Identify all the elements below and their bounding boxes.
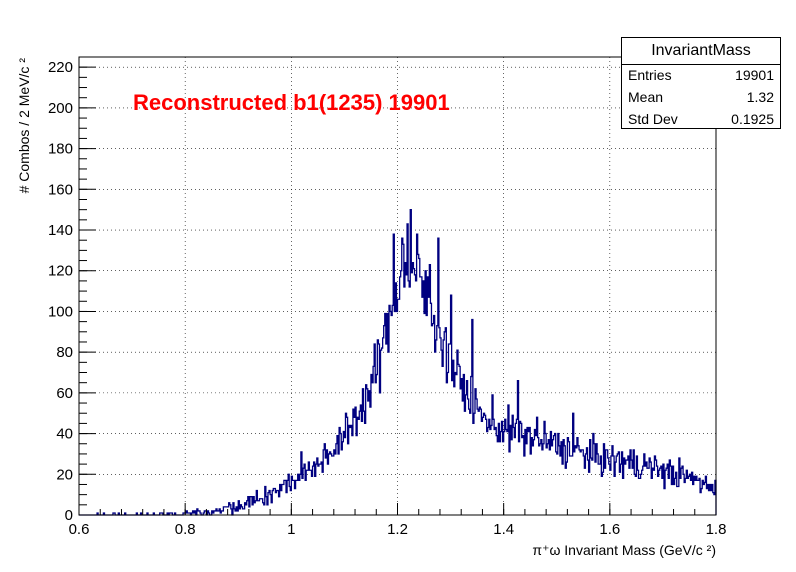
y-axis-label: # Combos / 2 MeV/c ² [16, 58, 32, 194]
x-tick-label: 0.8 [175, 521, 196, 538]
y-tick-label: 100 [48, 303, 73, 320]
stats-box: InvariantMass Entries 19901 Mean 1.32 St… [621, 37, 781, 129]
stats-row-entries: Entries 19901 [628, 64, 774, 86]
x-tick-label: 1.8 [706, 521, 727, 538]
y-tick-label: 40 [56, 426, 73, 443]
x-tick-label: 1.4 [493, 521, 514, 538]
stats-label: Mean [628, 89, 664, 105]
y-tick-label: 220 [48, 59, 73, 76]
y-tick-label: 20 [56, 466, 73, 483]
stats-row-stddev: Std Dev 0.1925 [628, 108, 774, 130]
y-tick-label: 0 [65, 507, 73, 524]
x-tick-label: 0.6 [69, 521, 90, 538]
stats-label: Entries [628, 67, 672, 83]
y-tick-label: 140 [48, 222, 73, 239]
histogram-series [79, 209, 717, 516]
stats-label: Std Dev [628, 111, 678, 127]
stats-value: 0.1925 [731, 111, 774, 127]
y-tick-label: 180 [48, 141, 73, 158]
x-tick-label: 1.2 [387, 521, 408, 538]
x-tick-label: 1.6 [599, 521, 620, 538]
axes: 0.6 0.8 1 1.2 1.4 1.6 1.8 0 20 40 60 80 100 120 140 160… [48, 56, 727, 538]
x-axis-label: π⁺ω Invariant Mass (GeV/c ²) [532, 542, 716, 558]
chart-title: Reconstructed b1(1235) 19901 [133, 90, 450, 115]
stats-row-mean: Mean 1.32 [628, 86, 774, 108]
y-tick-label: 120 [48, 263, 73, 280]
y-tick-label: 160 [48, 181, 73, 198]
y-tick-label: 200 [48, 100, 73, 117]
y-tick-label: 60 [56, 385, 73, 402]
stats-value: 19901 [735, 67, 774, 83]
stats-title: InvariantMass [622, 38, 780, 65]
y-tick-label: 80 [56, 344, 73, 361]
stats-value: 1.32 [746, 89, 774, 105]
x-tick-label: 1 [287, 521, 295, 538]
